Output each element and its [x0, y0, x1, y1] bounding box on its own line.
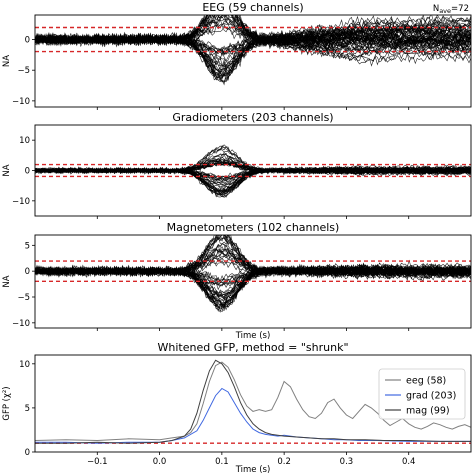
panel-title: Magnetometers (102 channels) — [167, 221, 340, 234]
panel-0: −10 −5 0 EEG (59 channels) NA Nave=72 — [2, 1, 472, 110]
plot-area-0 — [35, 15, 471, 86]
axes-frame — [34, 234, 472, 329]
gfp-line-2 — [35, 359, 471, 444]
y-axis-label: NA — [2, 55, 12, 67]
channel-trace — [35, 167, 471, 198]
y-tick-label: 10 — [19, 360, 30, 370]
y-tick-label: 10 — [19, 136, 30, 146]
y-tick-label: 0 — [25, 267, 30, 277]
y-axis-label: GFP (χ²) — [2, 386, 12, 420]
nave-annotation: Nave=72 — [433, 4, 469, 15]
legend-entry: grad (203) — [406, 391, 456, 402]
panel-1: −10 0 10 Gradiometers (203 channels) NA — [2, 111, 472, 219]
x-axis-label: Time (s) — [235, 331, 271, 341]
channel-trace — [35, 145, 471, 175]
panel-2: −10 −5 0 5 Magnetometers (102 channels) NA Tim… — [2, 221, 472, 341]
panel-title: EEG (59 channels) — [202, 1, 303, 14]
channel-trace — [35, 29, 471, 81]
plot-area-1 — [35, 144, 471, 198]
x-tick-label: 0.1 — [215, 457, 229, 467]
x-tick-label: 0.0 — [153, 457, 167, 467]
axes-frame — [34, 354, 472, 453]
plot-area-3 — [35, 359, 471, 444]
y-tick-label: −10 — [12, 197, 30, 207]
plot-area-2 — [35, 235, 471, 313]
channel-trace — [35, 18, 471, 54]
y-axis-label: NA — [2, 164, 12, 176]
channel-trace — [35, 167, 471, 194]
y-tick-label: 5 — [25, 241, 30, 251]
channel-trace — [35, 18, 471, 57]
y-axis-label: NA — [2, 275, 12, 287]
y-tick-label: −5 — [17, 293, 30, 303]
legend-box — [378, 368, 466, 420]
y-tick-label: −5 — [17, 66, 30, 76]
x-tick-label: 0.4 — [402, 457, 416, 467]
channel-trace — [35, 236, 471, 278]
y-tick-label: 0 — [25, 167, 30, 177]
y-tick-label: 5 — [25, 404, 30, 414]
x-tick-label: 0.3 — [340, 457, 354, 467]
y-tick-label: 0 — [25, 448, 30, 458]
gfp-line-0 — [35, 361, 471, 442]
y-tick-label: −10 — [12, 319, 30, 329]
panel-title: Whitened GFP, method = "shrunk" — [157, 341, 348, 354]
channel-trace — [35, 167, 471, 196]
legend-entry: eeg (58) — [406, 376, 446, 387]
channel-trace — [35, 26, 471, 55]
y-tick-label: 0 — [25, 36, 30, 46]
x-axis-label: Time (s) — [235, 465, 271, 474]
panel-3: eeg (58) grad (203) mag (99) 0 5 10 −0.1 0.0 0.1… — [2, 341, 472, 474]
channel-trace — [35, 265, 471, 313]
legend-entry: mag (99) — [406, 406, 450, 417]
axes-frame — [34, 14, 472, 108]
x-tick-label: 0.2 — [277, 457, 291, 467]
panel-title: Gradiometers (203 channels) — [172, 111, 333, 124]
legend: eeg (58) grad (203) mag (99) — [378, 368, 466, 420]
x-tick-label: −0.1 — [87, 457, 108, 467]
y-tick-label: −10 — [12, 97, 30, 107]
channel-trace — [35, 264, 471, 306]
